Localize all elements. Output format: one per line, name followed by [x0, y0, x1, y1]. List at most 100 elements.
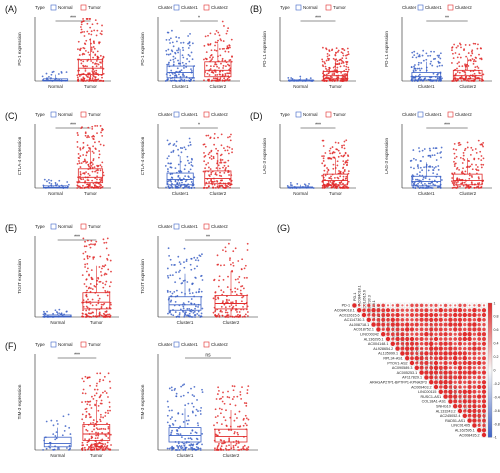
correlation-circle	[429, 351, 434, 356]
data-point	[418, 73, 421, 76]
data-point	[92, 158, 95, 160]
data-point	[187, 53, 190, 56]
correlation-circle	[463, 380, 467, 384]
correlation-circle	[395, 341, 400, 346]
data-point	[167, 312, 169, 315]
data-point	[104, 289, 107, 292]
legend-label: Normal	[58, 342, 73, 347]
data-point	[347, 51, 350, 53]
data-point	[170, 263, 173, 266]
correlation-circle	[463, 322, 467, 327]
data-point	[217, 164, 220, 167]
data-point	[336, 164, 339, 167]
correlation-circle	[419, 308, 424, 313]
data-point	[478, 182, 481, 184]
data-point	[465, 55, 468, 58]
data-point	[190, 161, 193, 164]
data-point	[77, 40, 80, 43]
data-point	[323, 80, 326, 82]
data-point	[230, 38, 233, 41]
data-point	[480, 185, 483, 188]
data-point	[459, 185, 461, 188]
column-label: SNHG10	[454, 387, 458, 402]
data-point	[65, 310, 68, 313]
data-point	[175, 75, 178, 78]
data-point	[98, 312, 101, 315]
data-point	[82, 172, 85, 175]
row-label: AC009403.2	[411, 385, 432, 389]
data-point	[176, 432, 178, 435]
data-point	[167, 170, 169, 173]
data-point	[478, 71, 481, 74]
correlation-circle	[419, 317, 424, 322]
data-point	[440, 156, 442, 159]
data-point	[48, 76, 50, 78]
correlation-circle	[410, 303, 414, 308]
x-tick-label: Tumor	[329, 84, 342, 89]
data-point	[199, 410, 202, 412]
legend-key	[447, 4, 454, 11]
correlation-circle	[414, 308, 419, 313]
data-point	[77, 134, 79, 136]
data-point	[322, 157, 325, 160]
data-point	[167, 405, 170, 408]
data-point	[177, 179, 180, 182]
data-point	[94, 437, 97, 440]
data-point	[459, 43, 462, 46]
data-point	[340, 62, 343, 65]
box-body	[166, 172, 194, 186]
x-tick-label: Cluster2	[459, 84, 476, 89]
data-point	[170, 49, 173, 52]
data-point	[97, 409, 100, 412]
row-label: AC012615.6	[339, 313, 360, 317]
data-point	[324, 152, 327, 154]
data-point	[427, 54, 429, 57]
data-point	[97, 186, 100, 188]
data-point	[171, 79, 174, 82]
data-point	[477, 139, 480, 142]
data-point	[94, 78, 96, 81]
data-point	[175, 36, 178, 38]
data-point	[227, 316, 230, 318]
data-point	[474, 60, 477, 63]
data-point	[94, 285, 97, 288]
data-point	[233, 432, 236, 435]
data-point	[322, 160, 325, 162]
correlation-circle	[395, 303, 400, 308]
y-axis-label: TIM-3 expression	[140, 384, 145, 419]
data-point	[219, 77, 222, 80]
data-point	[466, 141, 469, 144]
data-point	[427, 182, 430, 185]
data-point	[218, 186, 221, 188]
data-point	[325, 79, 328, 82]
data-point	[93, 394, 96, 397]
data-point	[167, 185, 170, 188]
data-point	[455, 46, 458, 49]
correlation-circle	[400, 336, 405, 342]
legend-key	[80, 4, 87, 11]
data-point	[432, 58, 435, 60]
data-point	[436, 54, 439, 57]
data-point	[216, 393, 219, 395]
correlation-circle	[414, 341, 419, 346]
data-point	[76, 74, 79, 77]
data-point	[92, 72, 95, 75]
data-point	[342, 60, 344, 63]
data-point	[171, 73, 174, 75]
data-point	[428, 165, 430, 168]
data-point	[422, 59, 425, 62]
correlation-circle	[448, 399, 453, 404]
data-point	[240, 397, 243, 400]
data-point	[182, 305, 185, 308]
data-point	[235, 442, 238, 445]
data-point	[100, 303, 103, 306]
data-point	[165, 38, 168, 41]
data-point	[337, 76, 340, 79]
data-point	[83, 78, 86, 80]
data-point	[340, 154, 343, 157]
data-point	[230, 447, 233, 450]
data-point	[82, 60, 85, 63]
data-point	[177, 186, 180, 189]
data-point	[198, 314, 200, 317]
data-point	[218, 398, 221, 400]
